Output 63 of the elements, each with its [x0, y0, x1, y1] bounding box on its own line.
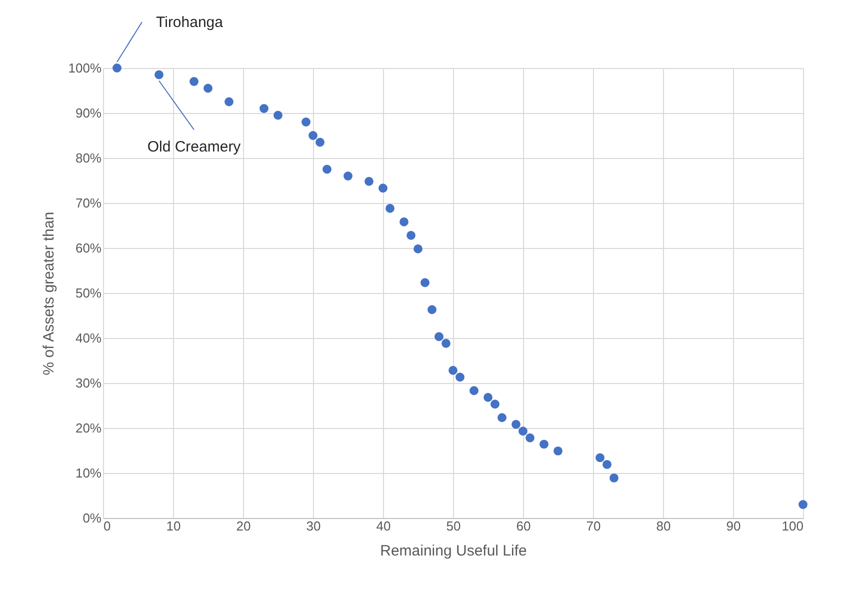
x-tick-label: 80 [656, 518, 671, 534]
point [456, 372, 464, 382]
y-axis-title: % of Assets greater than [40, 212, 58, 376]
point [798, 500, 808, 509]
point [378, 184, 388, 193]
y-tick-label: 20% [75, 420, 102, 436]
x-tick-label: 20 [236, 518, 251, 534]
x-tick-label: 30 [306, 518, 321, 534]
y-tick-label: 50% [75, 286, 102, 300]
point [448, 366, 458, 375]
point [498, 413, 506, 422]
x-tick-label: 40 [376, 518, 391, 534]
y-tick-label: 60% [75, 240, 102, 256]
point [224, 97, 234, 106]
point [470, 386, 478, 396]
point [400, 217, 408, 226]
point [204, 84, 212, 93]
point [596, 453, 604, 462]
y-tick-label: 30% [75, 376, 102, 390]
point [434, 332, 444, 342]
y-tick-label: 0% [82, 510, 102, 526]
point [322, 164, 332, 174]
point [554, 446, 562, 456]
x-tick-label: 60 [516, 518, 531, 534]
x-tick-label: 50 [446, 518, 461, 534]
point [308, 131, 318, 140]
point [260, 104, 268, 113]
annotation: Old Creamery [147, 138, 242, 156]
point [414, 244, 422, 254]
x-tick-label: 100 [782, 518, 804, 534]
point [406, 230, 416, 240]
y-tick-label: 90% [75, 106, 102, 120]
point [540, 440, 548, 449]
point [490, 400, 500, 409]
point [526, 433, 534, 442]
point [316, 138, 324, 147]
point [386, 204, 394, 213]
point [610, 473, 618, 482]
point [602, 460, 612, 469]
annotation: Tirohanga [156, 14, 224, 31]
point [112, 64, 122, 72]
y-tick-label: 100% [68, 60, 102, 76]
point [428, 305, 436, 314]
point [442, 338, 450, 348]
point [364, 176, 374, 186]
point [518, 426, 528, 436]
y-tick-label: 70% [75, 196, 102, 210]
point [344, 172, 352, 180]
point [274, 110, 282, 120]
point [484, 392, 492, 402]
x-tick-label: 90 [726, 518, 741, 534]
point [512, 420, 520, 429]
y-tick-label: 80% [75, 150, 102, 166]
point [154, 70, 164, 80]
x-tick-label: 0 [104, 518, 111, 534]
x-tick-label: 10 [166, 518, 181, 534]
y-tick-label: 40% [75, 330, 102, 346]
point [190, 77, 198, 86]
y-tick-label: 10% [75, 466, 102, 480]
x-tick-label: 70 [586, 518, 601, 534]
x-axis-title: Remaining Useful Life [380, 542, 527, 560]
point [420, 278, 430, 288]
point [302, 118, 310, 126]
